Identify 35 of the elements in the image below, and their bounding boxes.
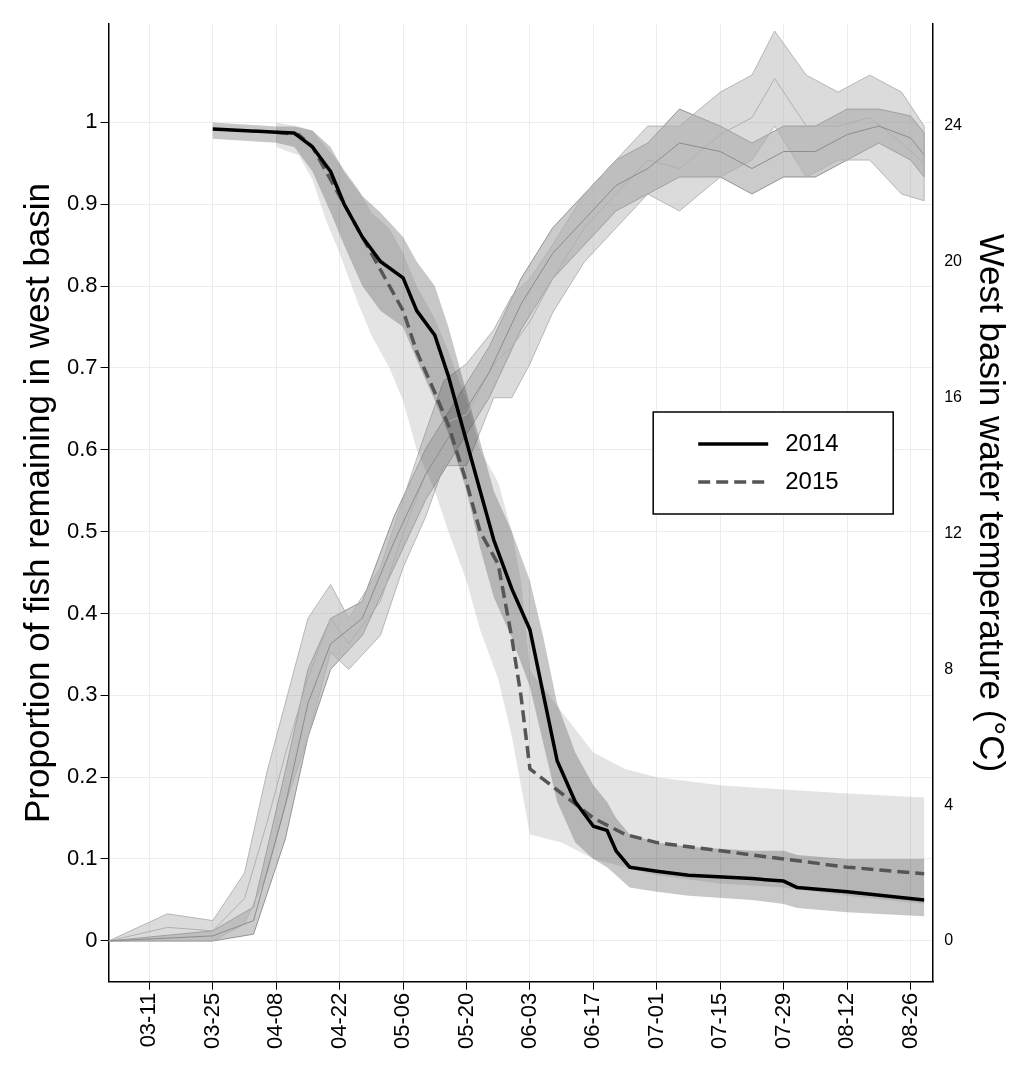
- y2-tick-label: 12: [944, 523, 963, 541]
- x-tick-label: 07-29: [769, 992, 795, 1050]
- legend-label: 2014: [785, 428, 839, 456]
- legend-label: 2015: [785, 466, 839, 494]
- y-tick-label: 0: [85, 926, 98, 952]
- y-tick-label: 0.2: [66, 763, 98, 789]
- y2-tick-label: 20: [944, 252, 963, 270]
- x-tick-label: 08-12: [833, 992, 859, 1050]
- y-tick-label: 0.1: [66, 845, 98, 871]
- x-tick-label: 07-01: [642, 992, 668, 1050]
- x-tick-label: 06-17: [579, 992, 605, 1050]
- x-tick-label: 07-15: [706, 992, 732, 1050]
- y2-tick-label: 24: [944, 116, 963, 134]
- y-tick-label: 0.4: [66, 599, 98, 625]
- x-tick-label: 03-25: [198, 992, 224, 1050]
- x-tick-label: 05-06: [389, 992, 415, 1050]
- x-tick-label: 06-03: [516, 992, 542, 1050]
- y-tick-label: 0.9: [66, 190, 98, 216]
- y-tick-label: 0.8: [66, 272, 98, 298]
- y2-tick-label: 8: [944, 659, 954, 677]
- y-tick-label: 0.6: [66, 435, 98, 461]
- x-tick-label: 04-22: [325, 992, 351, 1050]
- x-tick-label: 03-11: [135, 992, 161, 1048]
- x-tick-label: 05-20: [452, 992, 478, 1050]
- y2-axis-title: West basin water temperature (°C): [973, 233, 1013, 773]
- y2-tick-label: 0: [944, 931, 954, 949]
- y-tick-label: 0.7: [66, 353, 98, 379]
- y2-tick-label: 16: [944, 388, 963, 406]
- y2-tick-label: 4: [944, 795, 954, 813]
- x-tick-label: 04-08: [262, 992, 288, 1050]
- x-tick-label: 08-26: [896, 992, 922, 1050]
- y-tick-label: 0.3: [66, 681, 98, 707]
- y-axis-title: Proportion of fish remaining in west basin: [16, 182, 56, 823]
- y-tick-label: 0.5: [66, 517, 98, 543]
- y-tick-label: 1: [85, 108, 98, 134]
